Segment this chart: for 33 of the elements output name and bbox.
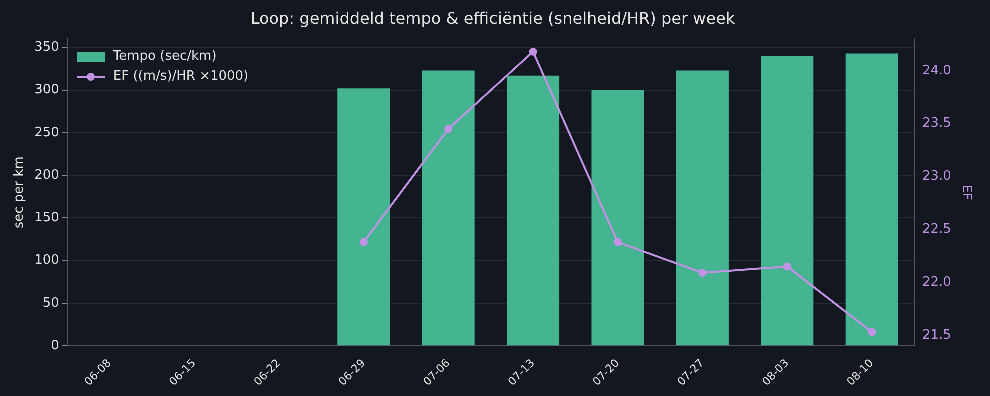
y-tick-label: 50 bbox=[42, 296, 60, 311]
y-tick-label: 150 bbox=[34, 210, 60, 226]
y-tick-label: 250 bbox=[34, 125, 60, 140]
bar bbox=[422, 70, 475, 346]
bar bbox=[676, 70, 729, 346]
point bbox=[783, 262, 792, 271]
bar bbox=[592, 90, 644, 346]
y2-tick-label: 23.0 bbox=[922, 169, 952, 184]
point bbox=[614, 238, 622, 246]
bar bbox=[507, 76, 560, 346]
bar bbox=[846, 54, 898, 346]
y2-tick-label: 23.5 bbox=[922, 116, 952, 132]
y-tick-label: 300 bbox=[34, 82, 60, 98]
y-tick-label: 200 bbox=[34, 168, 60, 183]
chart-title: Loop: gemiddeld tempo & efficiëntie (snelheid/HR) per week bbox=[250, 8, 736, 28]
y-tick-label: 0 bbox=[51, 338, 60, 354]
legend-label: EF ((m/s)/HR ×1000) bbox=[113, 68, 249, 86]
y-tick-label: 350 bbox=[34, 40, 60, 56]
y2-tick-label: 24.0 bbox=[922, 63, 952, 78]
bar bbox=[761, 56, 814, 346]
y-tick-label: 100 bbox=[34, 253, 60, 268]
point bbox=[698, 269, 707, 278]
y2-tick-label: 22.0 bbox=[922, 274, 952, 290]
point bbox=[360, 238, 368, 246]
point bbox=[529, 48, 538, 56]
y2-tick-label: 22.5 bbox=[922, 222, 952, 238]
y2-tick-label: 21.5 bbox=[922, 328, 952, 343]
point bbox=[868, 328, 876, 336]
y2-axis-title: EF bbox=[958, 184, 974, 200]
bar bbox=[338, 88, 390, 346]
y-axis-title: sec per km bbox=[12, 156, 28, 229]
legend-label: Tempo (sec/km) bbox=[113, 48, 217, 66]
point bbox=[444, 125, 453, 134]
